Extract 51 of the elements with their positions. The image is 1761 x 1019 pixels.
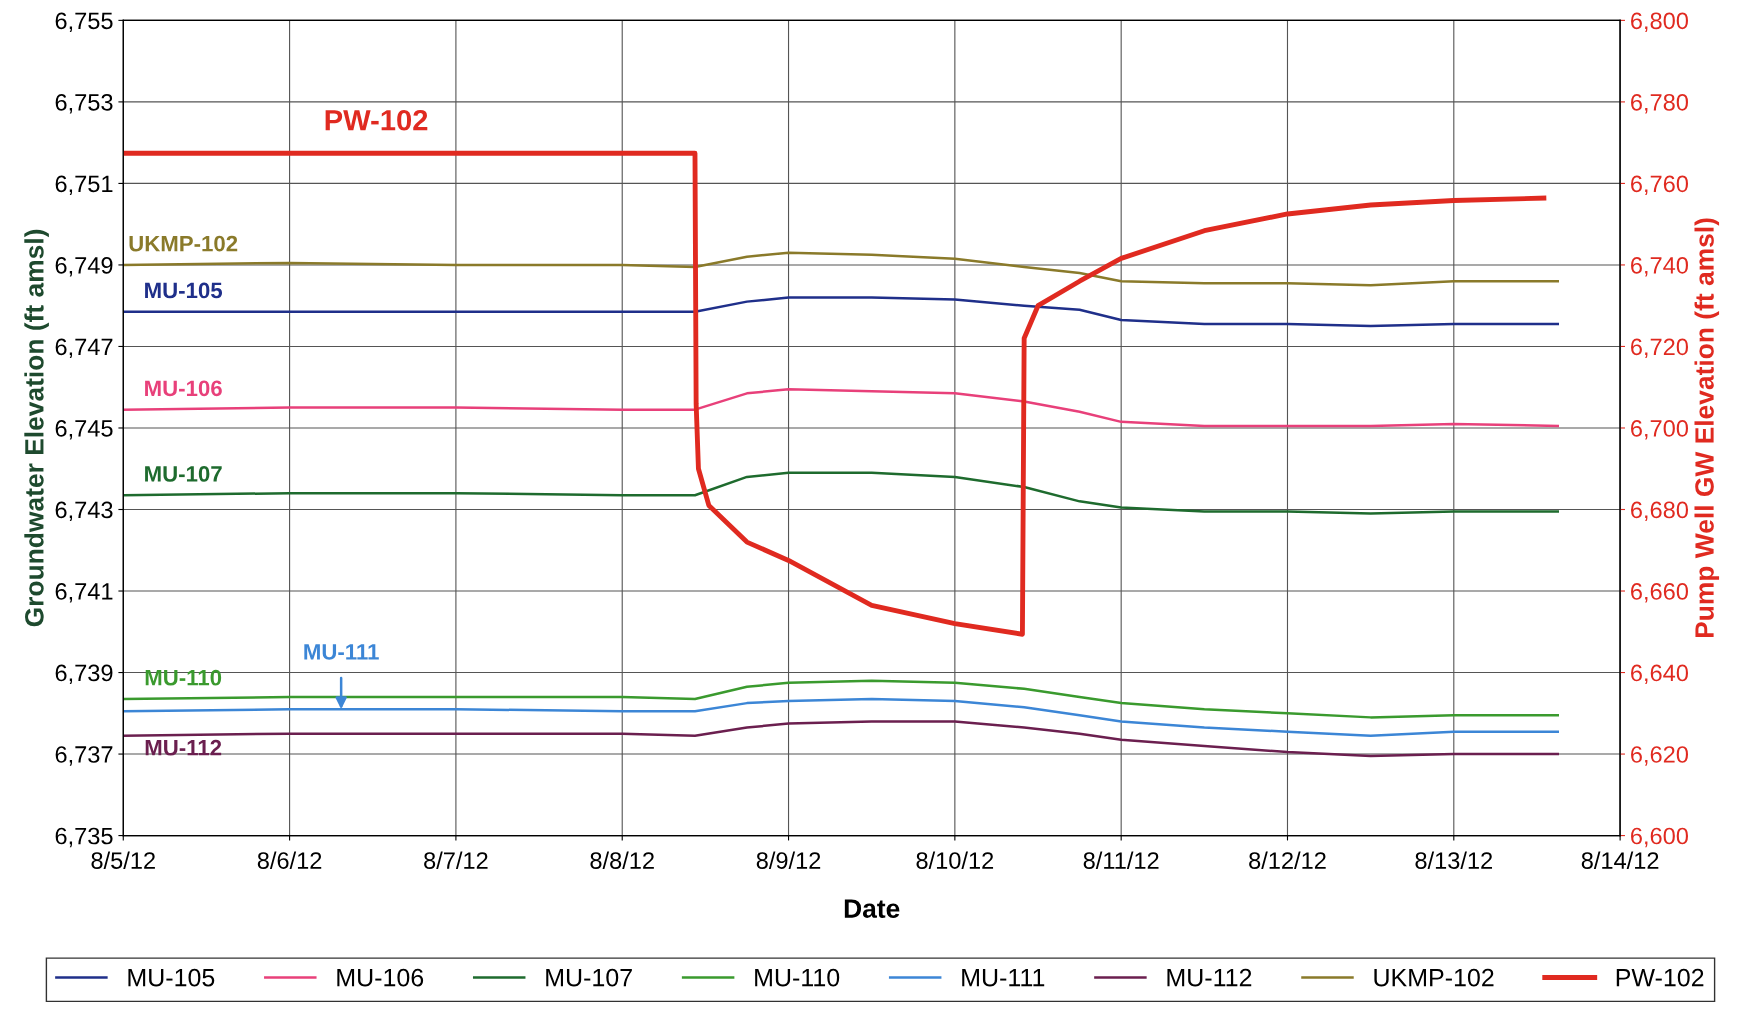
x-tick-label: 8/11/12 — [1083, 851, 1159, 869]
y2-tick-label: 6,800 — [1631, 12, 1688, 32]
y-tick-label: 6,741 — [55, 583, 113, 603]
y-tick-label: 6,747 — [55, 338, 113, 359]
y-tick-label: 6,753 — [55, 93, 113, 114]
text: MU-106 — [145, 380, 222, 397]
x-tick-label: 8/14/12 — [1581, 851, 1659, 869]
y2-tick-label: 6,640 — [1631, 664, 1688, 685]
y2-tick-label: 6,740 — [1631, 257, 1688, 277]
x-axis-title: Date — [844, 899, 900, 918]
y2-tick-label: 6,760 — [1631, 175, 1688, 195]
text: MU-107 — [145, 466, 222, 482]
legend-label: MU-106 — [337, 968, 424, 987]
y-tick-label: 6,751 — [55, 175, 113, 195]
y2-tick-label: 6,660 — [1631, 583, 1688, 603]
x-tick-label: 8/8/12 — [590, 851, 654, 869]
y-tick-label: 6,735 — [55, 827, 113, 848]
x-tick-label: 8/13/12 — [1415, 851, 1493, 869]
text: PW-102 — [325, 109, 428, 131]
y2-tick-label: 6,720 — [1631, 338, 1688, 359]
y-tick-label: 6,739 — [55, 664, 113, 685]
text: MU-111 — [304, 644, 379, 660]
text: UKMP-102 — [129, 235, 238, 252]
x-tick-label: 8/9/12 — [756, 851, 821, 869]
y2-tick-label: 6,780 — [1631, 93, 1688, 114]
y2-tick-label: 6,680 — [1631, 501, 1688, 522]
text: MU-110 — [145, 669, 222, 686]
legend-label: MU-107 — [546, 968, 632, 987]
y-tick-label: 6,745 — [55, 420, 113, 440]
text: MU-112 — [145, 739, 222, 756]
legend-label: MU-110 — [755, 968, 840, 987]
legend-label: MU-111 — [962, 969, 1045, 987]
x-tick-label: 8/7/12 — [424, 851, 488, 869]
x-tick-label: 8/10/12 — [916, 851, 994, 869]
y2-tick-label: 6,700 — [1631, 420, 1688, 440]
y2-tick-label: 6,620 — [1631, 746, 1688, 766]
x-tick-label: 8/12/12 — [1249, 851, 1326, 869]
y-tick-label: 6,755 — [55, 12, 113, 32]
y-tick-label: 6,749 — [55, 257, 113, 277]
y-tick-label: 6,737 — [55, 746, 113, 766]
legend-label: MU-112 — [1167, 968, 1252, 987]
y-axis-title: Groundwater Elevation (ft amsl) — [24, 229, 49, 627]
x-tick-label: 8/5/12 — [91, 851, 155, 869]
y2-tick-label: 6,600 — [1631, 827, 1688, 848]
legend-label: MU-105 — [128, 968, 215, 987]
legend-label: UKMP-102 — [1374, 968, 1494, 987]
y-tick-label: 6,743 — [55, 501, 113, 522]
y2-axis-title: Pump Well GW Elevation (ft amsl) — [1694, 218, 1720, 638]
x-tick-label: 8/6/12 — [257, 851, 322, 869]
text: MU-105 — [145, 282, 223, 299]
legend-label: PW-102 — [1616, 968, 1704, 987]
